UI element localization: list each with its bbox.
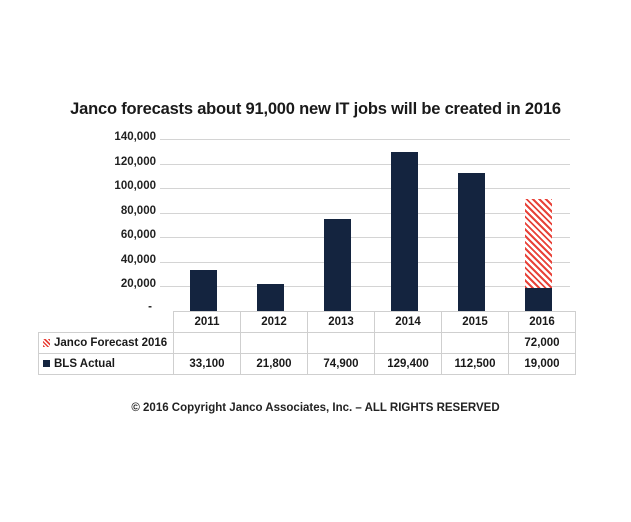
forecast-value (441, 332, 509, 354)
legend-forecast: Janco Forecast 2016 (38, 332, 174, 354)
bar-2012 (257, 284, 284, 311)
bar-2015 (458, 172, 485, 311)
actual-square-swatch-icon (43, 360, 50, 367)
bar-segment-actual (391, 152, 418, 311)
bar-2013 (324, 218, 351, 311)
legend-forecast-label: Janco Forecast 2016 (54, 337, 168, 349)
gridline (160, 163, 570, 165)
data-table-row-actual: BLS Actual 33,100 21,800 74,900 129,400 112,… (38, 353, 576, 375)
y-tick-label: 40,000 (120, 253, 156, 266)
bar-segment-actual (324, 218, 351, 311)
gridline (160, 286, 570, 288)
y-tick-label: 80,000 (120, 204, 156, 217)
bar-segment-actual (525, 287, 552, 311)
category-label: 2012 (240, 311, 308, 333)
y-tick-label: 20,000 (120, 278, 156, 291)
category-label: 2015 (441, 311, 509, 333)
forecast-stripe-swatch-icon (43, 339, 50, 347)
actual-value: 74,900 (307, 353, 375, 375)
legend-actual-label: BLS Actual (54, 358, 115, 370)
forecast-value: 72,000 (508, 332, 576, 354)
y-tick-label: 60,000 (120, 229, 156, 242)
y-tick-label: 120,000 (114, 155, 156, 168)
data-table-header-row: 2011 2012 2013 2014 2015 2016 (39, 311, 576, 333)
gridline (160, 261, 570, 263)
actual-value: 21,800 (240, 353, 308, 375)
forecast-value (307, 332, 375, 354)
forecast-value (374, 332, 442, 354)
bar-segment-forecast (525, 199, 552, 288)
forecast-value (173, 332, 241, 354)
gridline (160, 237, 570, 239)
actual-value: 33,100 (173, 353, 241, 375)
bar-segment-actual (190, 270, 217, 311)
y-tick-label: - (148, 301, 152, 313)
copyright-notice: © 2016 Copyright Janco Associates, Inc. … (131, 402, 500, 414)
category-label: 2014 (374, 311, 442, 333)
y-tick-label: 140,000 (114, 131, 156, 143)
category-label: 2013 (307, 311, 375, 333)
bar-2014 (391, 152, 418, 311)
actual-value: 129,400 (374, 353, 442, 375)
category-label: 2011 (173, 311, 241, 333)
gridline (160, 212, 570, 214)
category-label: 2016 (508, 311, 576, 333)
bar-2016 (525, 199, 552, 311)
actual-value: 112,500 (441, 353, 509, 375)
data-table-corner (39, 312, 174, 333)
actual-value: 19,000 (508, 353, 576, 375)
bar-2011 (190, 270, 217, 311)
chart-title: Janco forecasts about 91,000 new IT jobs… (70, 100, 561, 118)
data-table-row-forecast: Janco Forecast 2016 72,000 (38, 332, 576, 354)
gridline (160, 139, 570, 140)
data-table: 2011 2012 2013 2014 2015 2016 Janco Forecast … (38, 311, 576, 375)
bar-segment-actual (257, 284, 284, 311)
bar-segment-actual (458, 172, 485, 311)
plot-area (160, 126, 570, 311)
legend-actual: BLS Actual (38, 353, 174, 375)
gridline (160, 188, 570, 190)
y-tick-label: 100,000 (114, 180, 156, 193)
forecast-value (240, 332, 308, 354)
